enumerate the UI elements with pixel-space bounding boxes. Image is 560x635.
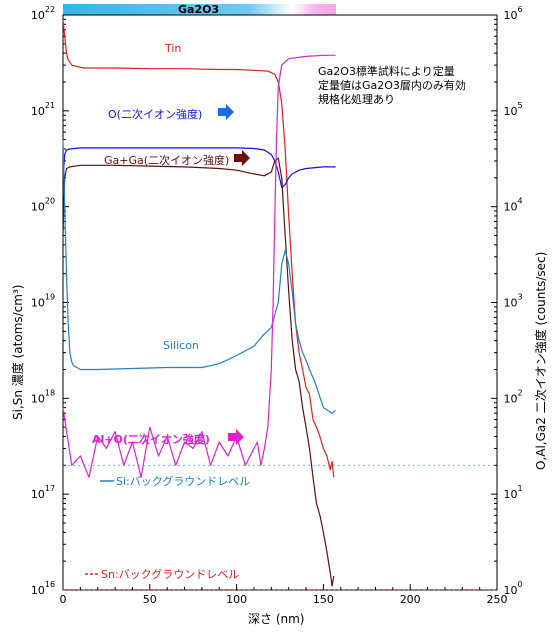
note-line-3: 規格化処理あり bbox=[318, 92, 395, 106]
series-line bbox=[62, 54, 336, 478]
right-tick-label: 102 bbox=[503, 388, 522, 405]
right-axis-title: O,Al,Ga2 二次イオン強度 (counts/sec) bbox=[533, 252, 548, 470]
right-tick-label: 103 bbox=[503, 293, 522, 310]
series-line bbox=[62, 157, 335, 587]
label-gaga: Ga+Ga(二次イオン強度) bbox=[104, 153, 229, 167]
x-tick-label: 50 bbox=[143, 593, 157, 606]
label-si-bg: Si:バックグラウンドレベル bbox=[116, 474, 250, 488]
left-tick-label: 1022 bbox=[31, 5, 55, 22]
x-tick-label: 250 bbox=[487, 593, 508, 606]
right-tick-label: 101 bbox=[503, 484, 522, 501]
left-tick-label: 1018 bbox=[31, 388, 55, 405]
layer-bar bbox=[63, 4, 336, 15]
axis-ticks: 0 50 100 150 200 250 1016 1017 1018 1019 1020 1021 1… bbox=[31, 5, 523, 606]
right-tick-label: 106 bbox=[503, 5, 522, 22]
note-line-2: 定量値はGa2O3層内のみ有効 bbox=[318, 78, 466, 92]
left-axis-title: Si,Sn 濃度 (atoms/cm³) bbox=[10, 285, 25, 420]
arrow-alo-icon bbox=[228, 429, 244, 445]
layer-label: Ga2O3 bbox=[178, 3, 219, 16]
left-tick-label: 1019 bbox=[31, 293, 55, 310]
series-line bbox=[62, 19, 335, 478]
note-line-1: Ga2O3標準試料により定量 bbox=[318, 64, 455, 78]
series-line bbox=[62, 147, 336, 188]
series-line bbox=[62, 139, 336, 414]
left-tick-label: 1017 bbox=[31, 484, 55, 501]
plot-frame bbox=[62, 14, 498, 591]
right-tick-label: 105 bbox=[503, 101, 522, 118]
left-tick-label: 1020 bbox=[31, 197, 55, 214]
x-tick-label: 0 bbox=[60, 593, 67, 606]
series-layer bbox=[62, 19, 497, 591]
label-alo: Al+O(二次イオン強度) bbox=[92, 432, 210, 446]
arrow-oxygen-icon bbox=[218, 104, 234, 120]
label-silicon: Silicon bbox=[163, 339, 199, 352]
left-tick-label: 1016 bbox=[31, 580, 55, 597]
left-tick-label: 1021 bbox=[31, 101, 55, 118]
x-axis-title: 深さ (nm) bbox=[248, 612, 304, 626]
arrow-gaga-icon bbox=[234, 150, 250, 166]
x-tick-label: 150 bbox=[313, 593, 334, 606]
label-sn-bg: Sn:バックグラウンドレベル bbox=[101, 567, 239, 581]
label-tin: Tin bbox=[164, 42, 181, 55]
label-oxygen: O(二次イオン強度) bbox=[108, 107, 202, 121]
right-tick-label: 104 bbox=[503, 197, 522, 214]
x-tick-label: 100 bbox=[226, 593, 247, 606]
right-tick-label: 100 bbox=[503, 580, 522, 597]
x-tick-label: 200 bbox=[400, 593, 421, 606]
